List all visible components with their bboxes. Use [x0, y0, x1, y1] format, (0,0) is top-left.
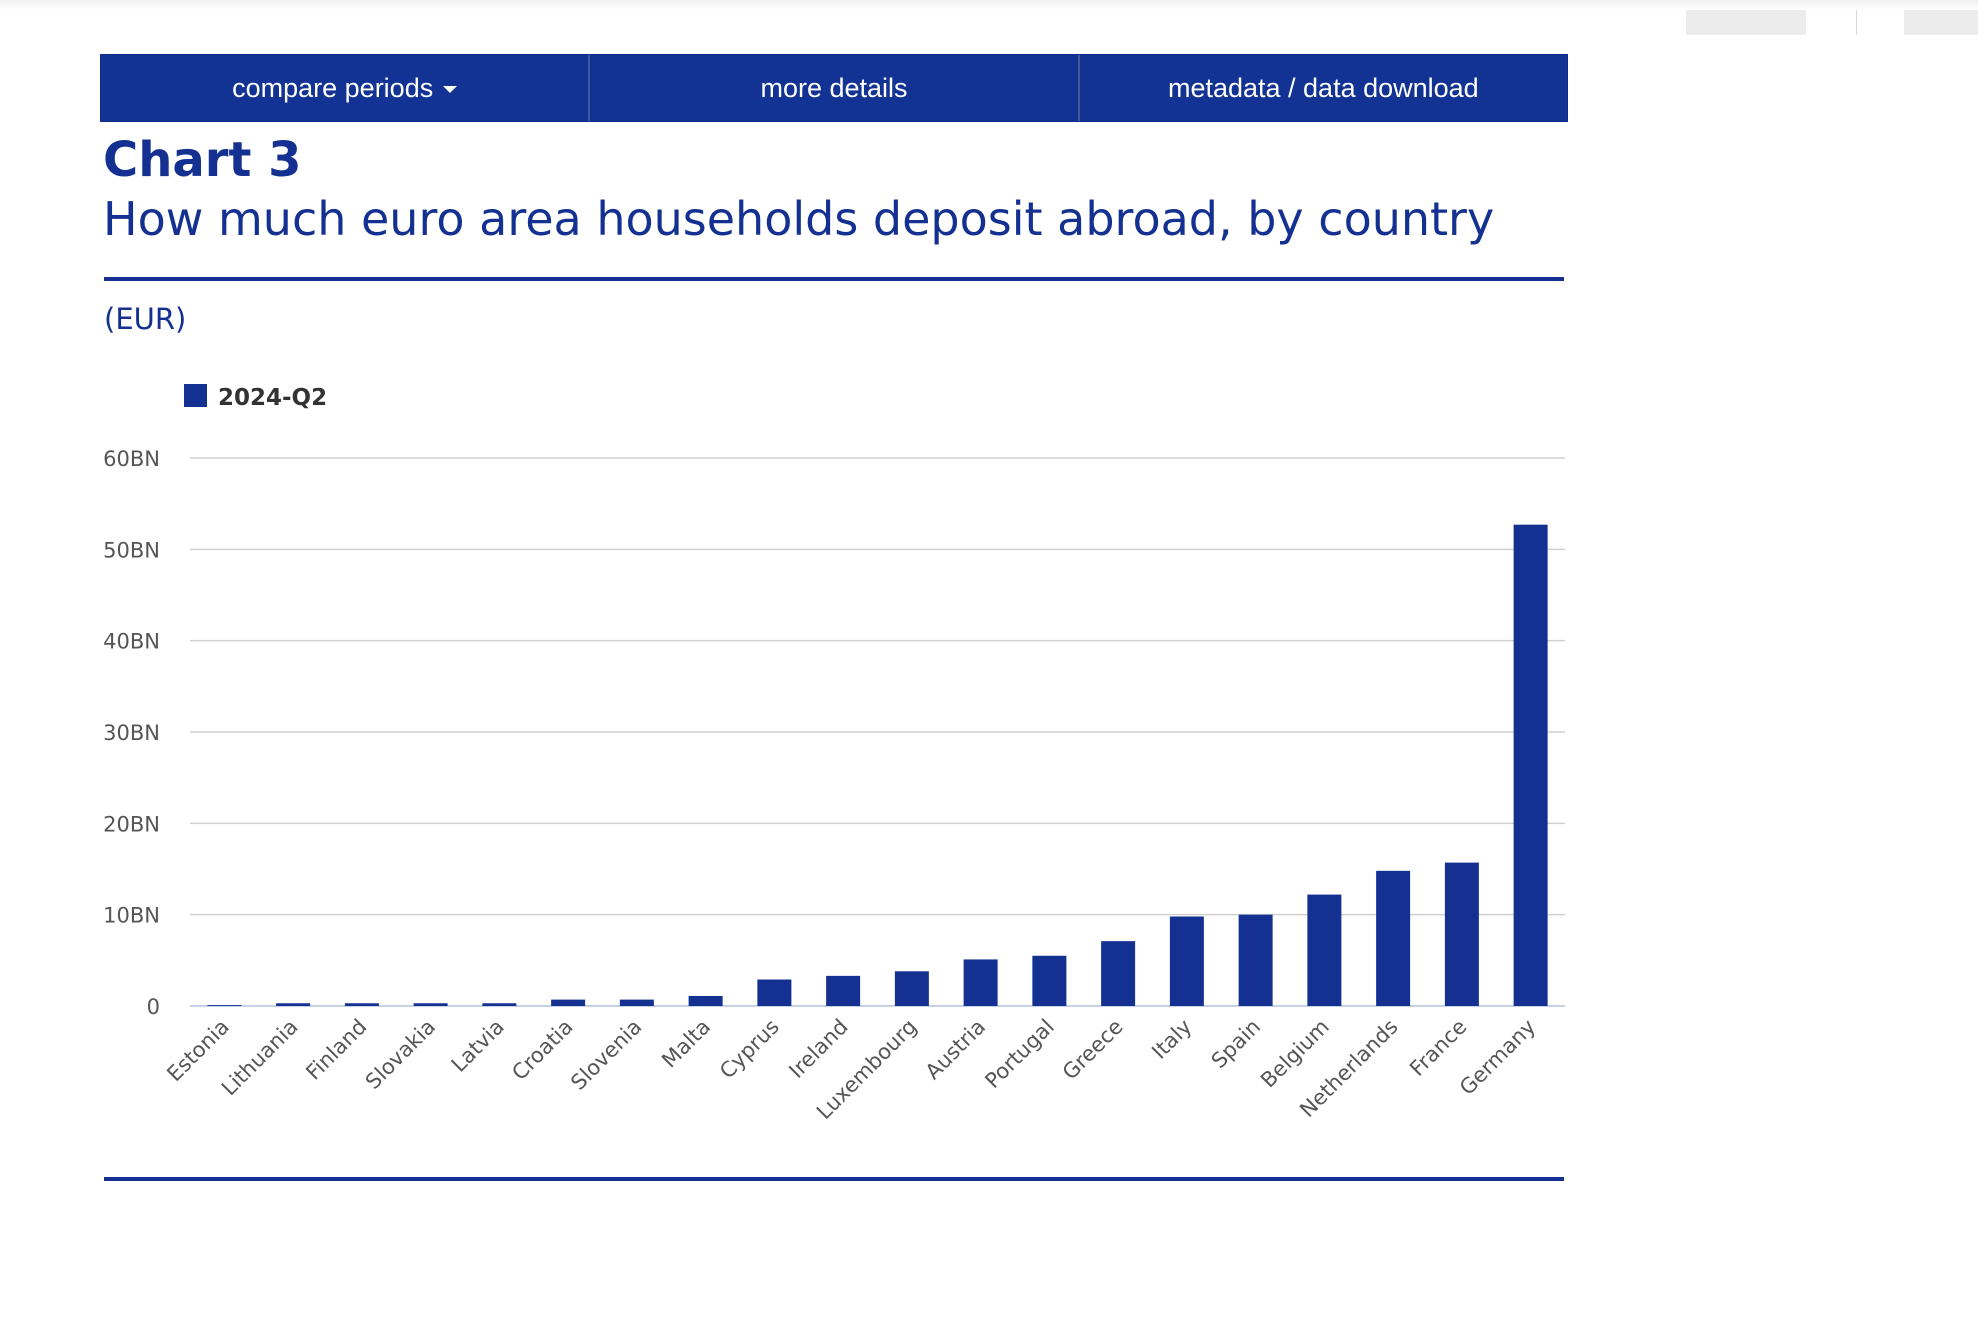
bar-belgium: [1307, 894, 1342, 1006]
x-tick-label: Finland: [301, 1015, 371, 1085]
corner-box-right: [1904, 10, 1978, 35]
bar-malta: [688, 995, 723, 1006]
bar-finland: [344, 1003, 379, 1006]
y-tick-label: 20BN: [103, 812, 160, 836]
compare-periods-label: compare periods: [232, 72, 434, 103]
bar-estonia: [207, 1005, 242, 1006]
x-tick-label: Slovenia: [566, 1015, 646, 1095]
x-tick-label: Ireland: [784, 1015, 852, 1083]
bar-netherlands: [1376, 870, 1411, 1006]
x-tick-label: Austria: [921, 1015, 990, 1084]
x-tick-label: Portugal: [980, 1015, 1058, 1093]
x-tick-label: Germany: [1455, 1015, 1540, 1100]
legend-swatch: [184, 384, 207, 407]
title-rule: [104, 277, 1564, 281]
bar-croatia: [551, 999, 586, 1006]
x-tick-label: Malta: [657, 1015, 715, 1073]
x-tick-label: Latvia: [447, 1015, 509, 1077]
y-tick-label: 0: [147, 995, 160, 1019]
corner-box-left: [1686, 10, 1806, 35]
x-tick-label: France: [1405, 1015, 1471, 1081]
y-tick-label: 30BN: [103, 721, 160, 745]
bar-slovenia: [619, 999, 654, 1006]
bar-france: [1444, 862, 1479, 1006]
y-tick-label: 10BN: [103, 904, 160, 928]
bar-italy: [1169, 916, 1204, 1006]
bar-latvia: [482, 1003, 517, 1006]
metadata-download-tab[interactable]: metadata / data download: [1080, 55, 1567, 121]
x-tick-label: Estonia: [162, 1015, 234, 1087]
bar-ireland: [826, 975, 861, 1006]
y-tick-label: 60BN: [103, 447, 160, 471]
y-tick-label: 50BN: [103, 538, 160, 562]
bar-cyprus: [757, 979, 792, 1006]
metadata-download-label: metadata / data download: [1167, 72, 1479, 103]
x-tick-label: Slovakia: [361, 1015, 440, 1094]
x-tick-label: Greece: [1058, 1015, 1128, 1085]
bar-lithuania: [276, 1003, 311, 1006]
bar-austria: [963, 959, 998, 1006]
caret-down-icon: [443, 85, 458, 93]
y-tick-label: 40BN: [103, 630, 160, 654]
more-details-label: more details: [760, 72, 908, 103]
bar-spain: [1238, 914, 1273, 1006]
chart-number: Chart 3: [103, 132, 302, 188]
chart-title: How much euro area households deposit ab…: [103, 192, 1495, 246]
x-tick-label: Spain: [1207, 1015, 1265, 1073]
x-tick-label: Cyprus: [715, 1015, 784, 1084]
bar-luxembourg: [894, 971, 929, 1006]
chart-tab-bar: compare periods more details metadata / …: [100, 54, 1568, 122]
bar-slovakia: [413, 1003, 448, 1006]
bottom-rule: [104, 1177, 1564, 1181]
x-tick-label: Italy: [1147, 1015, 1196, 1064]
more-details-tab[interactable]: more details: [590, 55, 1080, 121]
compare-periods-tab[interactable]: compare periods: [101, 55, 591, 121]
top-shadow: [0, 0, 1978, 10]
bar-greece: [1101, 941, 1136, 1006]
bar-germany: [1513, 524, 1548, 1006]
bar-portugal: [1032, 955, 1067, 1006]
x-tick-label: Croatia: [507, 1015, 577, 1085]
corner-divider: [1856, 10, 1857, 35]
legend-label: 2024-Q2: [218, 385, 327, 411]
chart-unit: (EUR): [104, 302, 187, 336]
